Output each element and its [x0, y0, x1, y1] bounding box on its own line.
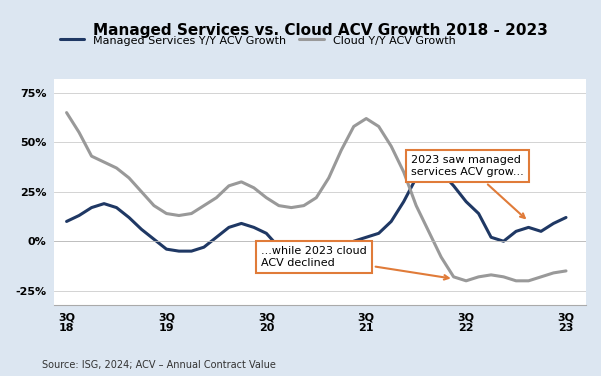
Cloud Y/Y ACV Growth — [375, 124, 382, 129]
Managed Services Y/Y ACV Growth — [537, 229, 545, 233]
Managed Services Y/Y ACV Growth — [350, 239, 358, 244]
Cloud Y/Y ACV Growth — [63, 110, 70, 115]
Managed Services Y/Y ACV Growth — [500, 239, 507, 244]
Managed Services Y/Y ACV Growth — [275, 245, 282, 249]
Line: Managed Services Y/Y ACV Growth: Managed Services Y/Y ACV Growth — [67, 170, 566, 257]
Cloud Y/Y ACV Growth — [487, 273, 495, 277]
Managed Services Y/Y ACV Growth — [263, 231, 270, 236]
Cloud Y/Y ACV Growth — [138, 190, 145, 194]
Managed Services Y/Y ACV Growth — [113, 205, 120, 210]
Managed Services Y/Y ACV Growth — [63, 219, 70, 224]
Cloud Y/Y ACV Growth — [250, 185, 257, 190]
Managed Services Y/Y ACV Growth — [325, 249, 332, 253]
Cloud Y/Y ACV Growth — [450, 274, 457, 279]
Cloud Y/Y ACV Growth — [550, 271, 557, 275]
Managed Services Y/Y ACV Growth — [288, 251, 295, 255]
Cloud Y/Y ACV Growth — [213, 196, 220, 200]
Managed Services Y/Y ACV Growth — [175, 249, 183, 253]
Text: 2023 saw managed
services ACV grow...: 2023 saw managed services ACV grow... — [411, 155, 525, 218]
Managed Services Y/Y ACV Growth — [513, 229, 520, 233]
Cloud Y/Y ACV Growth — [200, 203, 207, 208]
Managed Services Y/Y ACV Growth — [400, 199, 407, 204]
Managed Services Y/Y ACV Growth — [425, 168, 432, 172]
Cloud Y/Y ACV Growth — [76, 130, 83, 135]
Managed Services Y/Y ACV Growth — [188, 249, 195, 253]
Cloud Y/Y ACV Growth — [513, 279, 520, 283]
Managed Services Y/Y ACV Growth — [250, 225, 257, 230]
Managed Services Y/Y ACV Growth — [238, 221, 245, 226]
Managed Services Y/Y ACV Growth — [463, 199, 470, 204]
Cloud Y/Y ACV Growth — [500, 274, 507, 279]
Cloud Y/Y ACV Growth — [400, 170, 407, 174]
Managed Services Y/Y ACV Growth — [163, 247, 170, 252]
Managed Services Y/Y ACV Growth — [150, 237, 157, 241]
Cloud Y/Y ACV Growth — [325, 176, 332, 180]
Cloud Y/Y ACV Growth — [563, 269, 570, 273]
Cloud Y/Y ACV Growth — [113, 166, 120, 170]
Cloud Y/Y ACV Growth — [537, 274, 545, 279]
Cloud Y/Y ACV Growth — [275, 203, 282, 208]
Managed Services Y/Y ACV Growth — [388, 219, 395, 224]
Cloud Y/Y ACV Growth — [126, 176, 133, 180]
Line: Cloud Y/Y ACV Growth: Cloud Y/Y ACV Growth — [67, 112, 566, 281]
Managed Services Y/Y ACV Growth — [550, 221, 557, 226]
Cloud Y/Y ACV Growth — [313, 196, 320, 200]
Cloud Y/Y ACV Growth — [388, 144, 395, 149]
Cloud Y/Y ACV Growth — [362, 116, 370, 121]
Cloud Y/Y ACV Growth — [525, 279, 532, 283]
Managed Services Y/Y ACV Growth — [225, 225, 233, 230]
Text: ...while 2023 cloud
ACV declined: ...while 2023 cloud ACV declined — [261, 246, 448, 279]
Cloud Y/Y ACV Growth — [350, 124, 358, 129]
Cloud Y/Y ACV Growth — [425, 229, 432, 233]
Managed Services Y/Y ACV Growth — [100, 202, 108, 206]
Cloud Y/Y ACV Growth — [463, 279, 470, 283]
Title: Managed Services vs. Cloud ACV Growth 2018 - 2023: Managed Services vs. Cloud ACV Growth 20… — [93, 23, 548, 38]
Managed Services Y/Y ACV Growth — [362, 235, 370, 240]
Cloud Y/Y ACV Growth — [412, 203, 419, 208]
Cloud Y/Y ACV Growth — [438, 255, 445, 259]
Text: Source: ISG, 2024; ACV – Annual Contract Value: Source: ISG, 2024; ACV – Annual Contract… — [42, 360, 276, 370]
Managed Services Y/Y ACV Growth — [475, 211, 482, 216]
Cloud Y/Y ACV Growth — [338, 148, 345, 152]
Managed Services Y/Y ACV Growth — [126, 215, 133, 220]
Managed Services Y/Y ACV Growth — [525, 225, 532, 230]
Cloud Y/Y ACV Growth — [100, 160, 108, 164]
Managed Services Y/Y ACV Growth — [450, 183, 457, 188]
Cloud Y/Y ACV Growth — [188, 211, 195, 216]
Managed Services Y/Y ACV Growth — [76, 213, 83, 218]
Managed Services Y/Y ACV Growth — [213, 235, 220, 240]
Cloud Y/Y ACV Growth — [150, 203, 157, 208]
Managed Services Y/Y ACV Growth — [338, 245, 345, 249]
Managed Services Y/Y ACV Growth — [88, 205, 95, 210]
Cloud Y/Y ACV Growth — [263, 196, 270, 200]
Managed Services Y/Y ACV Growth — [412, 176, 419, 180]
Managed Services Y/Y ACV Growth — [300, 255, 307, 259]
Cloud Y/Y ACV Growth — [300, 203, 307, 208]
Managed Services Y/Y ACV Growth — [200, 245, 207, 249]
Cloud Y/Y ACV Growth — [475, 274, 482, 279]
Cloud Y/Y ACV Growth — [163, 211, 170, 216]
Cloud Y/Y ACV Growth — [288, 205, 295, 210]
Managed Services Y/Y ACV Growth — [313, 253, 320, 257]
Managed Services Y/Y ACV Growth — [487, 235, 495, 240]
Cloud Y/Y ACV Growth — [175, 213, 183, 218]
Managed Services Y/Y ACV Growth — [563, 215, 570, 220]
Managed Services Y/Y ACV Growth — [375, 231, 382, 236]
Managed Services Y/Y ACV Growth — [138, 227, 145, 232]
Legend: Managed Services Y/Y ACV Growth, Cloud Y/Y ACV Growth: Managed Services Y/Y ACV Growth, Cloud Y… — [59, 35, 456, 45]
Cloud Y/Y ACV Growth — [88, 154, 95, 158]
Cloud Y/Y ACV Growth — [238, 180, 245, 184]
Cloud Y/Y ACV Growth — [225, 183, 233, 188]
Managed Services Y/Y ACV Growth — [438, 170, 445, 174]
